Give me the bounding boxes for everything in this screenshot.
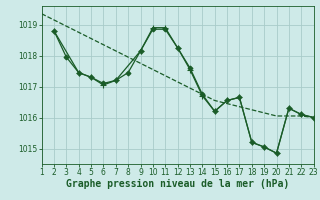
X-axis label: Graphe pression niveau de la mer (hPa): Graphe pression niveau de la mer (hPa)	[66, 179, 289, 189]
